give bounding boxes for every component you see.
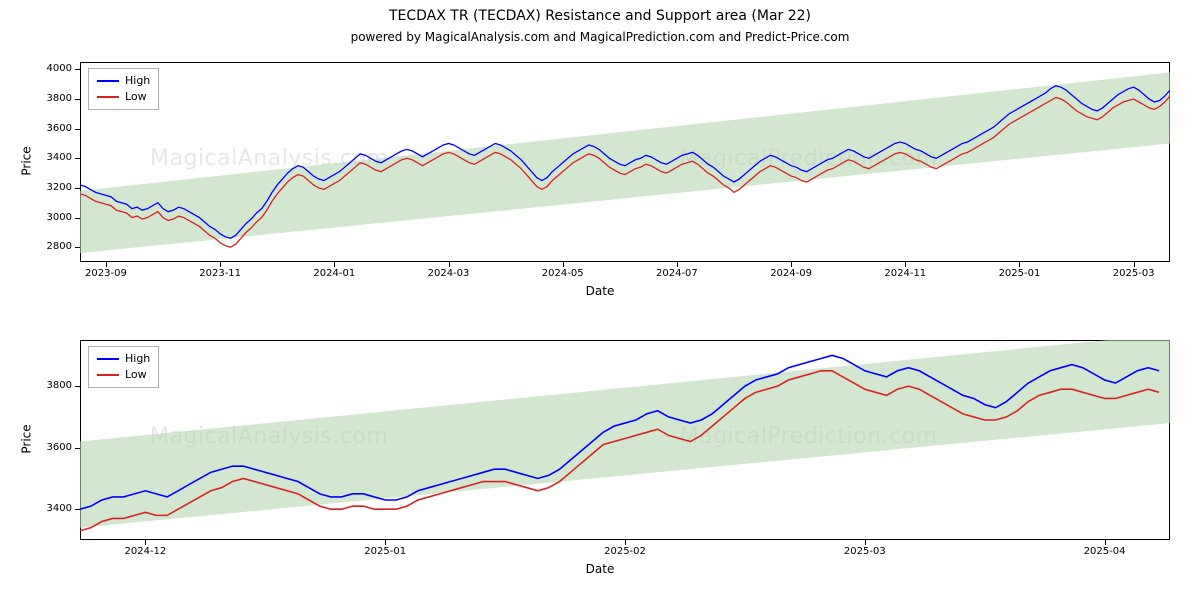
legend-swatch-low (97, 374, 119, 376)
legend-swatch-high (97, 358, 119, 360)
bottom-chart-container: MagicalAnalysis.comMagicalPrediction.com… (0, 0, 1200, 600)
legend-row-high: High (97, 351, 150, 367)
support-resistance-band (80, 334, 1170, 528)
legend-label-high: High (125, 351, 150, 367)
legend: HighLow (88, 346, 159, 388)
legend-label-low: Low (125, 367, 147, 383)
chart-svg (0, 0, 1200, 600)
legend-row-low: Low (97, 367, 150, 383)
